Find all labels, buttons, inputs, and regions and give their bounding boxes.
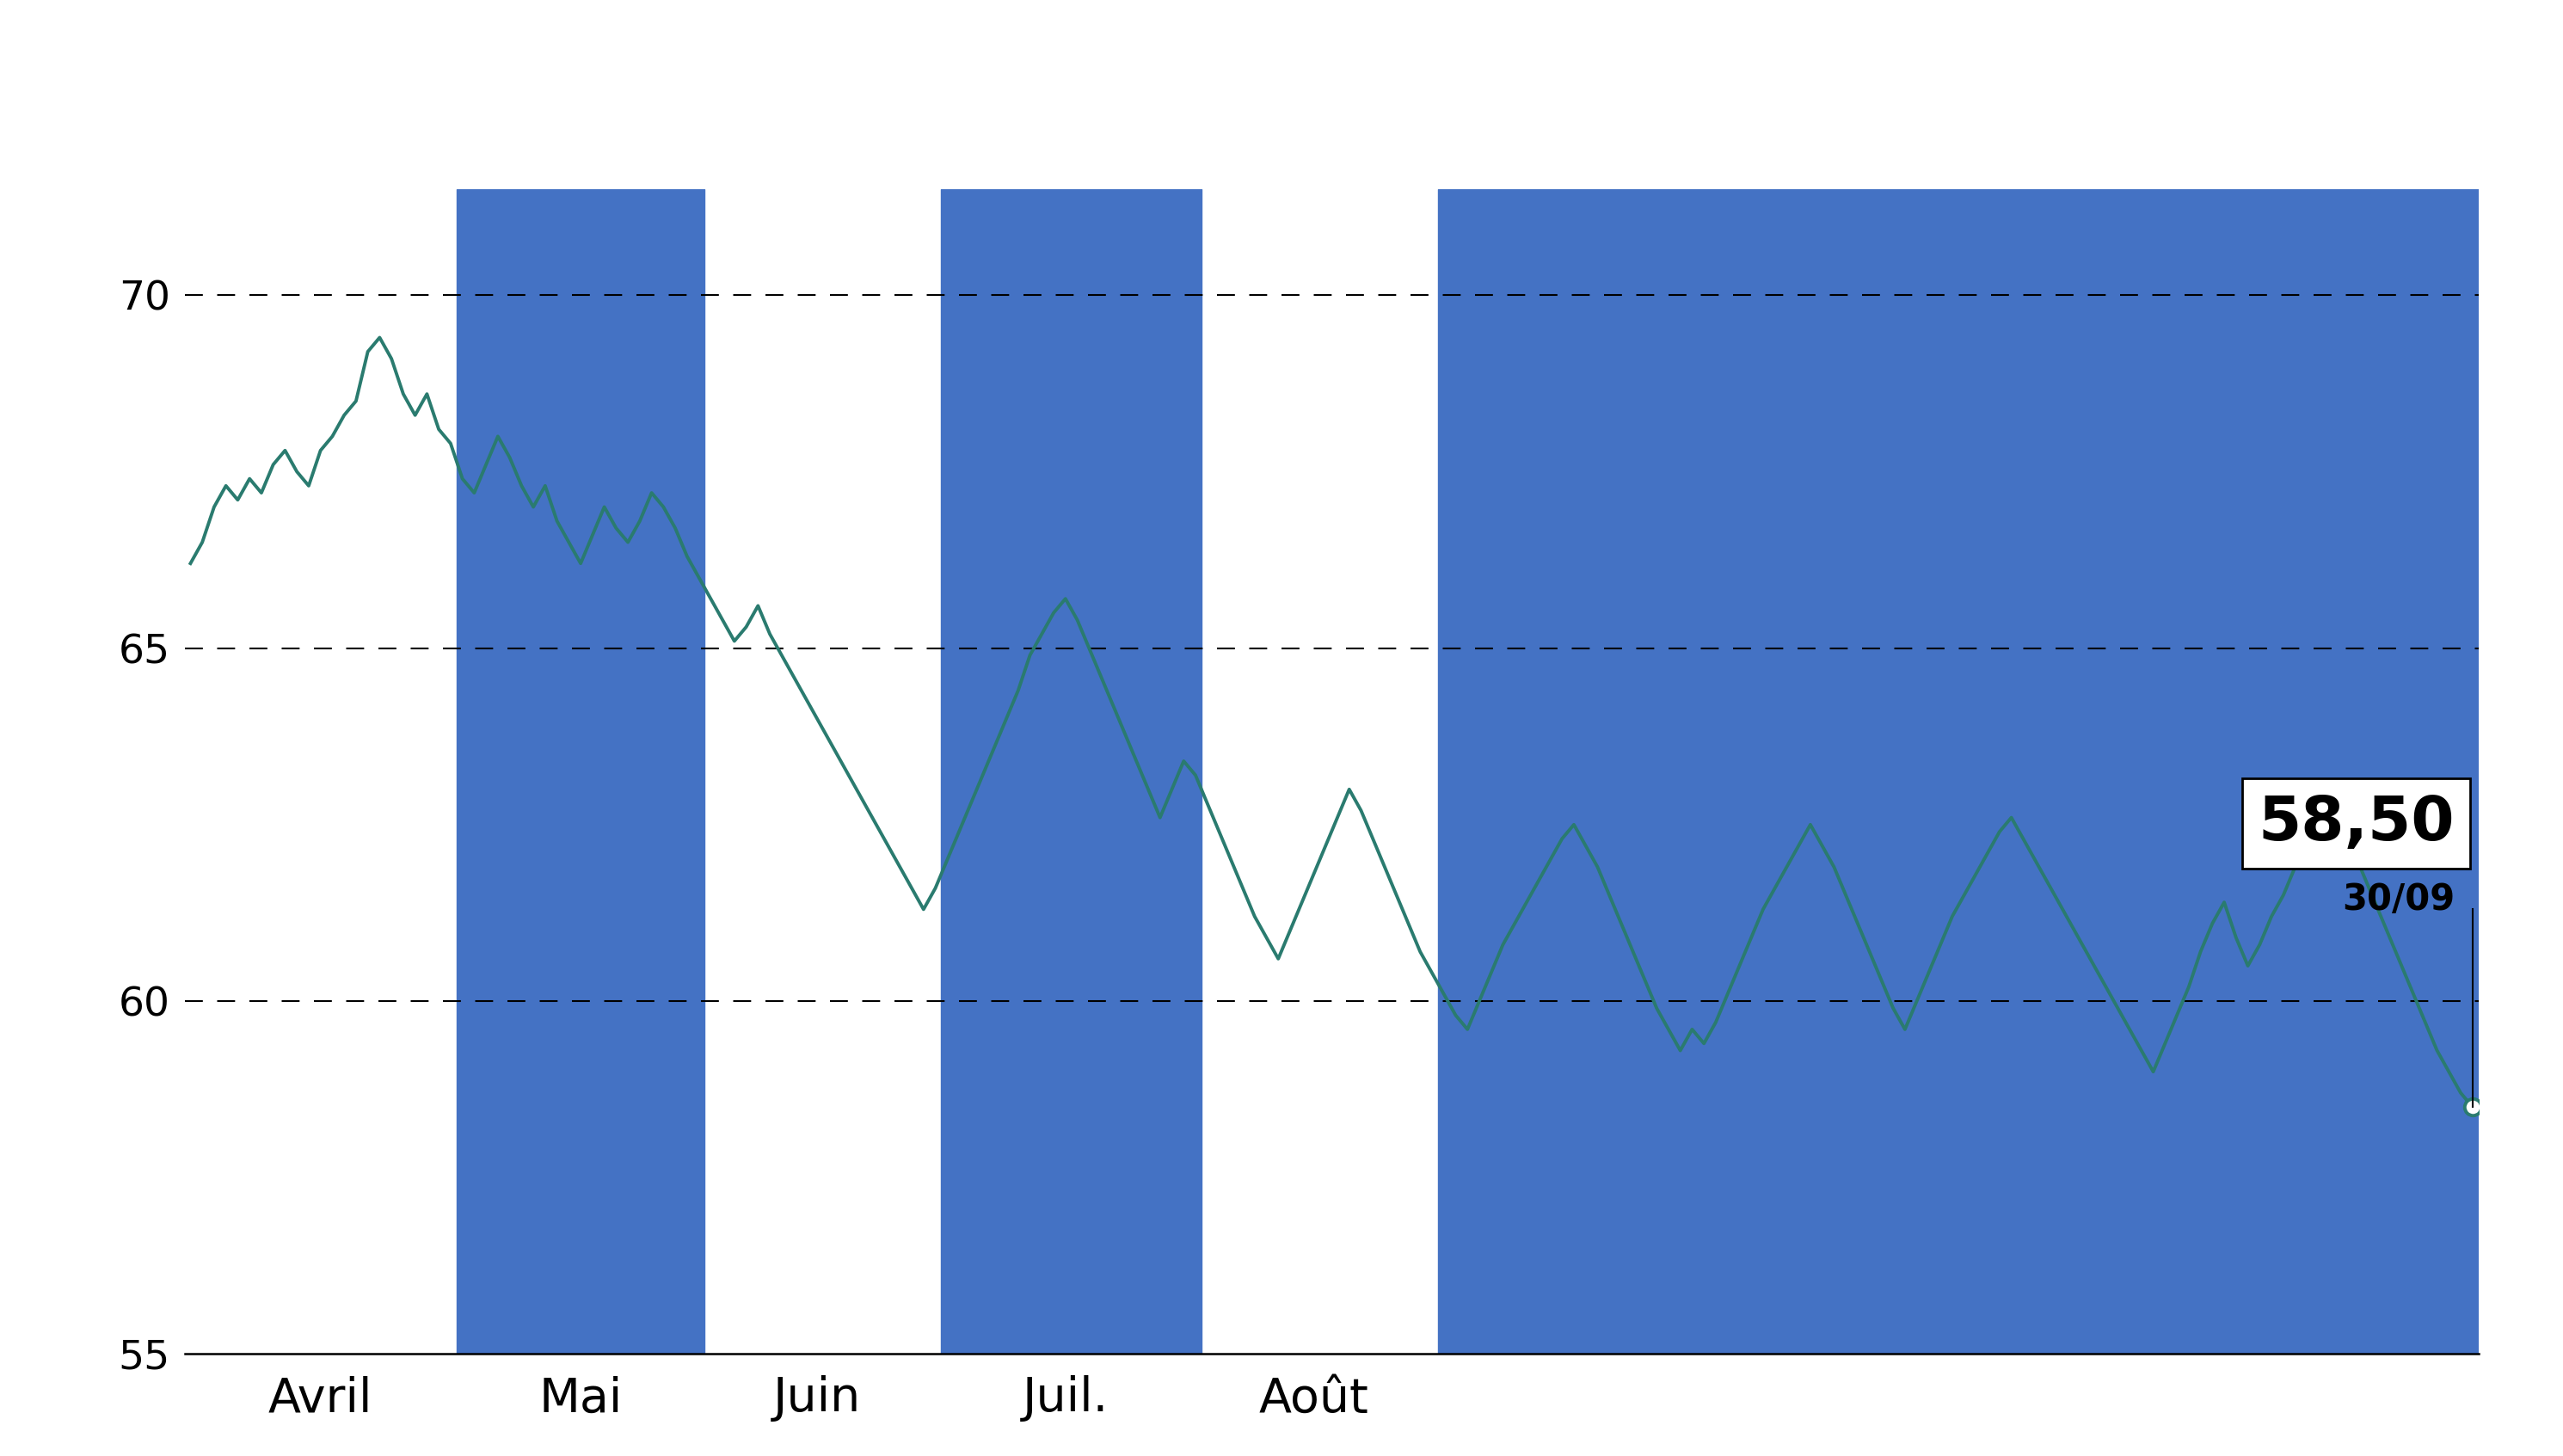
Text: 30/09: 30/09 [2343, 881, 2455, 917]
Bar [1438, 189, 2478, 1354]
Text: TOTALENERGIES: TOTALENERGIES [738, 26, 1825, 141]
Bar [941, 189, 1202, 1354]
Bar [456, 189, 705, 1354]
Text: 58,50: 58,50 [2258, 794, 2455, 853]
